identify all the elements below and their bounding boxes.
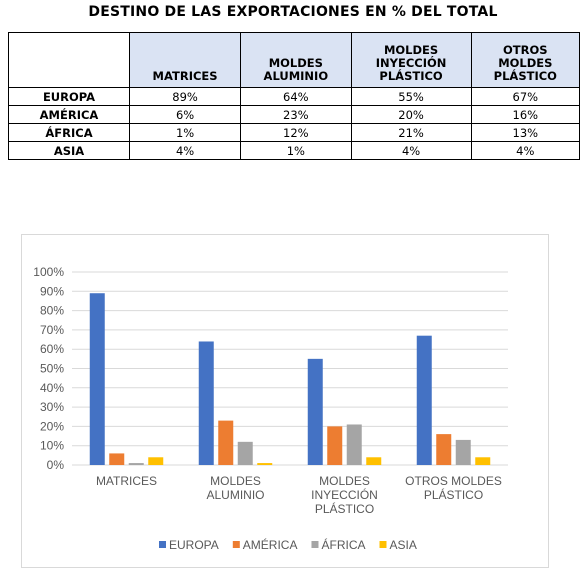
bar xyxy=(346,424,362,465)
y-tick-label: 0% xyxy=(47,458,65,472)
table-cell: 4% xyxy=(350,141,472,160)
y-tick-label: 60% xyxy=(40,342,64,356)
chart-container: 0% 10% 20% 30% 40% 50% 60% 70% 80% 90% 100% MATRIC… xyxy=(21,234,549,568)
table-row: AMÉRICA 6% 23% 20% 16% xyxy=(8,105,581,124)
bar xyxy=(366,457,382,465)
bar xyxy=(89,293,105,465)
column-header-otros-moldes: OTROS MOLDES PLÁSTICO xyxy=(470,32,581,88)
row-label: AMÉRICA xyxy=(8,105,130,124)
legend: EUROPA AMÉRICA ÁFRICA ASIA xyxy=(159,537,417,552)
table-cell: 6% xyxy=(128,105,242,124)
table-cell: 4% xyxy=(128,141,242,160)
legend-swatch xyxy=(379,541,387,548)
legend-label: ÁFRICA xyxy=(321,537,365,552)
legend-label: ASIA xyxy=(390,538,417,552)
bar-chart: 0% 10% 20% 30% 40% 50% 60% 70% 80% 90% 100% MATRIC… xyxy=(33,265,508,552)
bar xyxy=(455,439,471,465)
y-tick-label: 10% xyxy=(40,439,64,453)
table-row: EUROPA 89% 64% 55% 67% xyxy=(8,87,581,106)
x-tick-label: OTROS MOLDES PLÁSTICO xyxy=(405,474,502,502)
y-tick-label: 50% xyxy=(40,362,64,376)
bar xyxy=(148,457,164,465)
y-tick-label: 70% xyxy=(40,323,64,337)
table-cell: 55% xyxy=(350,87,472,106)
gridlines xyxy=(72,271,508,466)
legend-label: EUROPA xyxy=(169,538,219,552)
bar xyxy=(327,426,343,465)
y-axis-labels: 0% 10% 20% 30% 40% 50% 60% 70% 80% 90% 100% xyxy=(33,265,64,472)
y-tick-label: 40% xyxy=(40,381,64,395)
table-cell: 4% xyxy=(470,141,581,160)
column-header-moldes-aluminio: MOLDES ALUMINIO xyxy=(240,32,352,88)
y-tick-label: 20% xyxy=(40,419,64,433)
table-cell: 89% xyxy=(128,87,242,106)
bar xyxy=(128,463,144,465)
table-cell: 21% xyxy=(350,123,472,142)
table-cell: 13% xyxy=(470,123,581,142)
table-cell: 67% xyxy=(470,87,581,106)
x-tick-label: MATRICES xyxy=(96,474,157,488)
bar xyxy=(475,457,491,465)
table-corner-cell xyxy=(8,32,130,88)
bar xyxy=(257,463,273,465)
table-cell: 1% xyxy=(128,123,242,142)
y-tick-label: 90% xyxy=(40,284,64,298)
table-row: ASIA 4% 1% 4% 4% xyxy=(8,141,581,160)
bars xyxy=(89,293,491,465)
row-label: ÁFRICA xyxy=(8,123,130,142)
table-cell: 12% xyxy=(240,123,352,142)
bar xyxy=(237,441,253,465)
y-tick-label: 100% xyxy=(33,265,64,279)
page-title: DESTINO DE LAS EXPORTACIONES EN % DEL TO… xyxy=(88,4,498,20)
table-cell: 64% xyxy=(240,87,352,106)
bar xyxy=(218,420,234,465)
legend-swatch xyxy=(232,541,240,548)
y-tick-label: 30% xyxy=(40,400,64,414)
exports-table: MATRICES MOLDES ALUMINIO MOLDES INYECCIÓN P… xyxy=(8,32,581,160)
x-tick-label: MOLDES INYECCIÓN PLÁSTICO xyxy=(311,474,378,516)
row-label: ASIA xyxy=(8,141,130,160)
table-cell: 1% xyxy=(240,141,352,160)
table-cell: 20% xyxy=(350,105,472,124)
bar xyxy=(198,341,214,465)
column-header-moldes-inyeccion: MOLDES INYECCIÓN PLÁSTICO xyxy=(350,32,472,88)
y-tick-label: 80% xyxy=(40,304,64,318)
table-cell: 16% xyxy=(470,105,581,124)
legend-swatch xyxy=(159,541,166,548)
bar xyxy=(109,453,125,465)
bar xyxy=(436,434,452,465)
legend-swatch xyxy=(311,541,319,548)
bar xyxy=(416,335,432,465)
column-header-matrices: MATRICES xyxy=(128,32,242,88)
bar xyxy=(307,358,323,465)
x-axis-labels: MATRICES MOLDES ALUMINIO MOLDES INYECCIÓN PLÁ… xyxy=(96,474,502,516)
row-label: EUROPA xyxy=(8,87,130,106)
x-tick-label: MOLDES ALUMINIO xyxy=(206,474,264,502)
table-row: ÁFRICA 1% 12% 21% 13% xyxy=(8,123,581,142)
table-header-row: MATRICES MOLDES ALUMINIO MOLDES INYECCIÓN P… xyxy=(8,32,581,88)
legend-label: AMÉRICA xyxy=(243,537,298,552)
table-cell: 23% xyxy=(240,105,352,124)
